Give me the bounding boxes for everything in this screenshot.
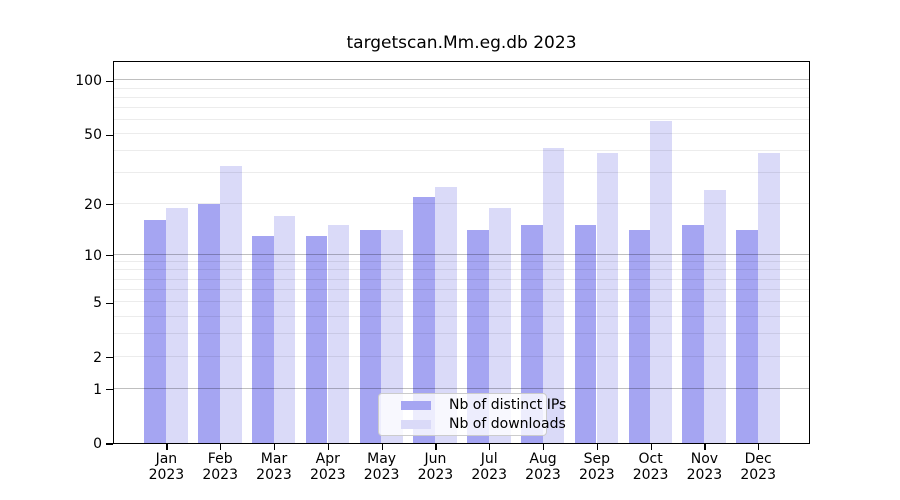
gridline-50 [114, 133, 809, 135]
x-tick-label-nov: Nov 2023 [686, 451, 723, 483]
y-tick-label-100: 100 [75, 73, 102, 90]
gridline-4 [114, 315, 809, 317]
x-tick-label-sep: Sep 2023 [578, 451, 615, 483]
bar-downloads-feb [219, 166, 242, 443]
bar-distinct-ips-feb [198, 203, 220, 443]
y-tick-label-20: 20 [84, 196, 102, 213]
y-tick-20 [106, 204, 113, 206]
bar-downloads-jun [435, 187, 457, 443]
plot-area [113, 61, 810, 444]
bar-distinct-ips-may [359, 230, 382, 443]
x-tick-label-jun: Jun 2023 [417, 451, 454, 483]
bar-downloads-dec [757, 153, 780, 443]
legend-label-distinct-ips: Nb of distinct IPs [449, 397, 567, 413]
gridline-20 [114, 202, 809, 204]
x-tick-label-mar: Mar 2023 [256, 451, 292, 483]
y-tick-50 [106, 134, 113, 136]
gridline-7 [114, 278, 809, 280]
y-tick-label-10: 10 [84, 247, 102, 264]
legend-swatch-downloads-icon [401, 419, 431, 429]
x-tick-label-apr: Apr 2023 [309, 451, 346, 483]
gridline-100 [114, 79, 809, 81]
x-tick-may [381, 444, 383, 450]
y-tick-0 [106, 443, 113, 445]
y-tick-100 [106, 80, 113, 83]
x-tick-oct [650, 444, 652, 450]
bar-distinct-ips-oct [628, 230, 651, 443]
legend-row-distinct-ips: Nb of distinct IPs [379, 397, 566, 413]
y-tick-label-0: 0 [93, 436, 102, 452]
gridline-30 [114, 172, 809, 174]
gridline-10 [114, 253, 809, 255]
y-tick-1 [106, 388, 113, 391]
x-tick-nov [704, 444, 706, 450]
gridline-60 [114, 119, 809, 120]
x-tick-aug [543, 444, 545, 450]
bar-downloads-may [381, 230, 404, 443]
y-tick-label-2: 2 [93, 349, 102, 366]
x-tick-apr [327, 444, 330, 450]
gridline-6 [114, 289, 809, 291]
y-tick-label-5: 5 [93, 295, 102, 312]
y-tick-5 [106, 302, 113, 304]
bar-distinct-ips-aug [520, 225, 543, 443]
bar-distinct-ips-apr [305, 235, 328, 443]
y-tick-label-1: 1 [93, 381, 102, 398]
bar-distinct-ips-jul [467, 230, 489, 443]
bar-distinct-ips-jan [144, 220, 167, 443]
bar-downloads-oct [650, 121, 673, 443]
x-tick-label-aug: Aug 2023 [525, 451, 561, 483]
x-tick-label-jul: Jul 2023 [471, 451, 508, 483]
legend-label-downloads: Nb of downloads [449, 416, 566, 432]
bar-distinct-ips-sep [574, 225, 597, 443]
legend-swatch-distinct-ips-icon [401, 400, 431, 410]
legend: Nb of distinct IPs Nb of downloads [378, 393, 566, 436]
bar-distinct-ips-mar [251, 235, 274, 443]
y-tick-2 [106, 357, 113, 359]
x-tick-dec [758, 444, 760, 450]
gridline-80 [114, 96, 809, 98]
x-tick-feb [220, 444, 222, 450]
x-tick-sep [596, 444, 599, 450]
gridline-90 [114, 87, 809, 89]
gridline-40 [114, 150, 809, 152]
x-tick-jul [489, 444, 491, 450]
bar-downloads-nov [704, 190, 726, 443]
bar-downloads-aug [542, 147, 565, 443]
gridline-70 [114, 107, 809, 109]
x-tick-label-jan: Jan 2023 [148, 451, 185, 483]
x-tick-label-dec: Dec 2023 [740, 451, 777, 483]
x-tick-mar [274, 444, 276, 450]
y-tick-10 [106, 255, 113, 257]
legend-row-downloads: Nb of downloads [379, 416, 566, 432]
gridline-1 [114, 387, 809, 389]
gridline-2 [114, 355, 809, 357]
bar-downloads-jul [488, 207, 511, 443]
gridline-5 [114, 301, 809, 303]
bar-downloads-mar [273, 215, 296, 443]
x-tick-jan [166, 444, 168, 450]
gridline-8 [114, 269, 809, 271]
bar-downloads-apr [327, 225, 350, 443]
bar-distinct-ips-jun [413, 196, 436, 443]
gridline-3 [114, 333, 809, 335]
x-tick-jun [435, 444, 437, 450]
x-tick-label-may: May 2023 [363, 451, 400, 483]
chart-title: targetscan.Mm.eg.db 2023 [346, 33, 577, 53]
x-tick-label-feb: Feb 2023 [202, 451, 239, 483]
x-tick-label-oct: Oct 2023 [632, 451, 669, 483]
bar-downloads-jan [166, 207, 188, 443]
bar-downloads-sep [596, 153, 619, 443]
bar-distinct-ips-nov [682, 225, 705, 443]
bar-distinct-ips-dec [736, 230, 758, 443]
y-tick-label-50: 50 [84, 127, 102, 144]
gridline-9 [114, 261, 809, 263]
